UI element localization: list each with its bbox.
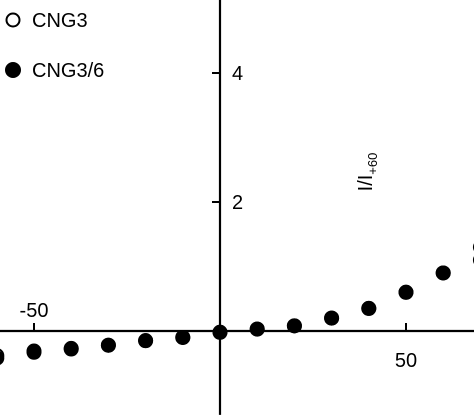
data-point [63, 341, 79, 357]
data-series [0, 243, 474, 365]
data-point [435, 265, 451, 281]
legend: CNG3 CNG3/6 [5, 10, 104, 82]
data-point [286, 318, 302, 334]
data-point [361, 300, 377, 316]
legend-marker [5, 62, 21, 78]
data-point [398, 284, 414, 300]
y-axis-label-subscript: +60 [365, 153, 380, 175]
series-cng3-6 [0, 256, 474, 365]
legend-label: CNG3/6 [32, 60, 104, 82]
y-axis-label-main: I/I [355, 175, 377, 192]
axis-ticks: -100-5050100mV246 [20, 63, 418, 372]
y-tick-label: 4 [232, 63, 243, 85]
x-tick-label: -50 [20, 300, 49, 322]
data-point [0, 351, 5, 365]
data-point [26, 344, 42, 360]
data-point [175, 329, 191, 345]
data-point [249, 321, 265, 337]
data-point [324, 310, 340, 326]
legend-label: CNG3 [32, 10, 88, 32]
legend-marker [5, 12, 21, 28]
data-point [138, 333, 154, 349]
x-tick-label: 50 [395, 350, 417, 372]
data-point [212, 324, 228, 340]
y-axis-label: I/I+60 [355, 153, 380, 192]
data-point [100, 337, 116, 353]
y-tick-label: 2 [232, 192, 243, 214]
